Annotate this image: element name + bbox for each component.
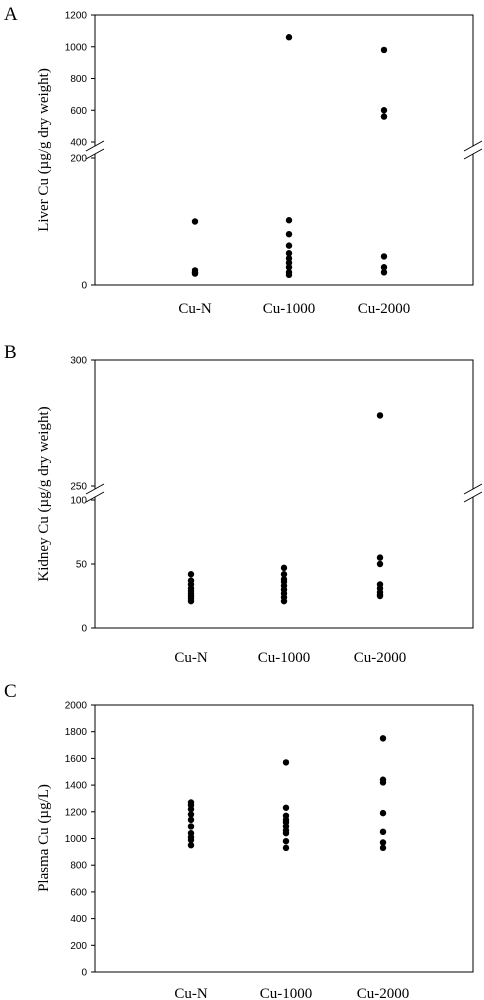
data-point (379, 809, 387, 817)
y-tick-label: 1000 (65, 834, 88, 845)
y-tick-label: 1800 (65, 727, 88, 738)
data-point (379, 735, 387, 742)
y-tick-label: 200 (70, 154, 87, 165)
y-tick-label: 0 (81, 281, 87, 292)
y-tick-label: 1000 (65, 42, 88, 53)
y-tick-label: 800 (70, 74, 87, 85)
y-axis-label: Plasma Cu (µg/L) (36, 784, 52, 892)
data-point (187, 823, 195, 830)
axis-break-gap-right (467, 146, 479, 154)
category-label: Cu-1000 (260, 986, 313, 1000)
data-point (187, 571, 195, 578)
chart-panel-b: B 250 300 0 50 100 Kidney Cu (µg/g dry weight)… (4, 342, 483, 666)
y-tick-label: 100 (70, 496, 87, 507)
category-label: Cu-2000 (354, 650, 407, 666)
y-tick-label: 600 (70, 887, 87, 898)
data-point (379, 828, 387, 836)
y-tick-label: 200 (70, 941, 87, 952)
data-point (187, 597, 195, 605)
category-label: Cu-N (174, 986, 208, 1000)
category-label: Cu-1000 (258, 650, 311, 666)
data-point (187, 816, 195, 824)
data-point (280, 571, 288, 578)
y-tick-label: 0 (81, 624, 87, 635)
plot-frame (94, 704, 474, 973)
data-point (376, 554, 384, 561)
data-point (285, 250, 293, 257)
axis-break-mark (463, 140, 483, 152)
data-point (282, 844, 290, 852)
data-point (282, 829, 290, 837)
y-tick-label: 400 (70, 138, 87, 149)
axis-break-mark (463, 491, 483, 503)
data-point (280, 597, 288, 605)
data-point (187, 836, 195, 844)
data-point (285, 231, 293, 238)
category-label: Cu-2000 (358, 301, 411, 317)
data-point (380, 46, 388, 54)
data-point (379, 779, 387, 786)
y-tick-label: 400 (70, 914, 87, 925)
data-point (376, 560, 384, 568)
plot-frame (94, 14, 474, 286)
data-point (379, 839, 387, 846)
data-point (285, 34, 293, 41)
axis-break-mark (85, 483, 105, 495)
data-point (285, 242, 293, 249)
y-tick-label: 2000 (65, 701, 88, 712)
data-point (285, 217, 293, 224)
data-point (187, 841, 195, 849)
category-label: Cu-N (178, 301, 212, 317)
data-point (379, 844, 387, 852)
y-tick-label: 600 (70, 106, 87, 117)
data-point (282, 837, 290, 845)
y-axis-label: Kidney Cu (µg/g dry weight) (36, 406, 52, 581)
data-point (187, 805, 195, 813)
axis-break-mark (463, 483, 483, 495)
data-point (376, 412, 384, 419)
panel-letter: B (4, 342, 17, 363)
data-point (187, 811, 195, 818)
category-label: Cu-1000 (263, 301, 316, 317)
data-point (285, 255, 293, 262)
chart-panel-c: C 0 200 400 600 800 1000 1200 1400 1600 1800 2000 Pl… (4, 681, 474, 1000)
y-tick-label: 1200 (65, 11, 88, 22)
axis-break-mark (85, 140, 105, 152)
data-point (380, 107, 388, 114)
data-point (282, 804, 290, 811)
data-point (280, 564, 288, 572)
axis-break-mark (85, 148, 105, 160)
axis-break-gap-left (89, 489, 101, 497)
data-point (191, 218, 199, 225)
data-point (285, 259, 293, 266)
data-point (380, 253, 388, 260)
y-tick-label: 50 (76, 560, 88, 571)
y-tick-label: 0 (81, 968, 87, 979)
chart-panel-a: A 400 600 800 1000 1200 0 200 Liver Cu (µg/g dry… (4, 4, 483, 317)
data-point (380, 113, 388, 120)
category-label: Cu-N (174, 650, 208, 666)
y-tick-label: 300 (70, 356, 87, 367)
y-axis-label: Liver Cu (µg/g dry weight) (36, 68, 52, 232)
data-point (285, 264, 293, 271)
axis-break-gap-left (89, 146, 101, 154)
data-point (282, 759, 290, 766)
y-tick-label: 800 (70, 861, 87, 872)
axis-break-mark (463, 148, 483, 160)
axis-break-mark (85, 491, 105, 503)
y-tick-label: 1600 (65, 754, 88, 765)
panel-letter: A (4, 4, 18, 25)
data-point (191, 270, 199, 277)
category-label: Cu-2000 (357, 986, 410, 1000)
axis-break-gap-right (467, 489, 479, 497)
panel-letter: C (4, 681, 17, 702)
y-tick-label: 1400 (65, 781, 88, 792)
data-point (380, 264, 388, 271)
data-point (376, 592, 384, 600)
data-point (285, 271, 293, 279)
y-tick-label: 1200 (65, 807, 88, 818)
data-point (380, 269, 388, 276)
y-tick-label: 250 (70, 482, 87, 493)
